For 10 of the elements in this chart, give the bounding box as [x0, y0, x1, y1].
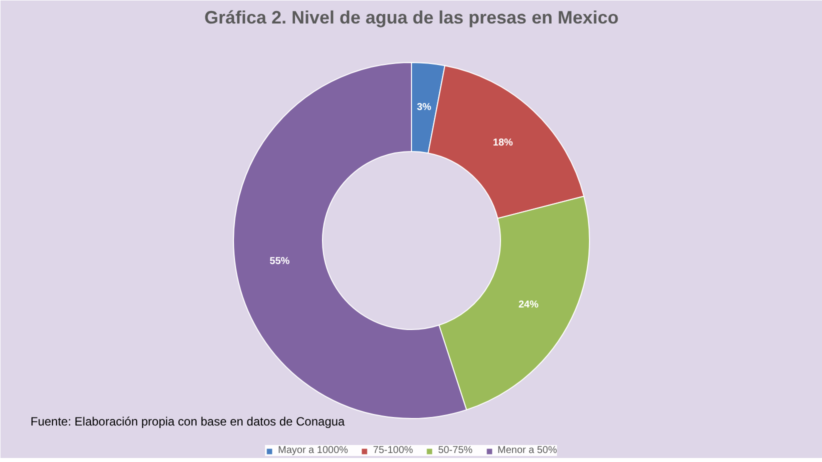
legend-label: Mayor a 1000% — [278, 445, 348, 456]
data-label: 24% — [518, 299, 539, 310]
source-note: Fuente: Elaboración propia con base en datos de Conagua — [30, 414, 346, 428]
legend-label: 75-100% — [373, 445, 414, 456]
legend-label: Menor a 50% — [498, 445, 558, 456]
data-label: 18% — [492, 138, 514, 149]
chart-title: Gráfica 2. Nivel de agua de las presas en Mexico — [204, 8, 619, 28]
legend-label: 50-75% — [438, 445, 473, 456]
data-label: 3% — [416, 102, 432, 114]
data-label: 55% — [270, 256, 290, 267]
